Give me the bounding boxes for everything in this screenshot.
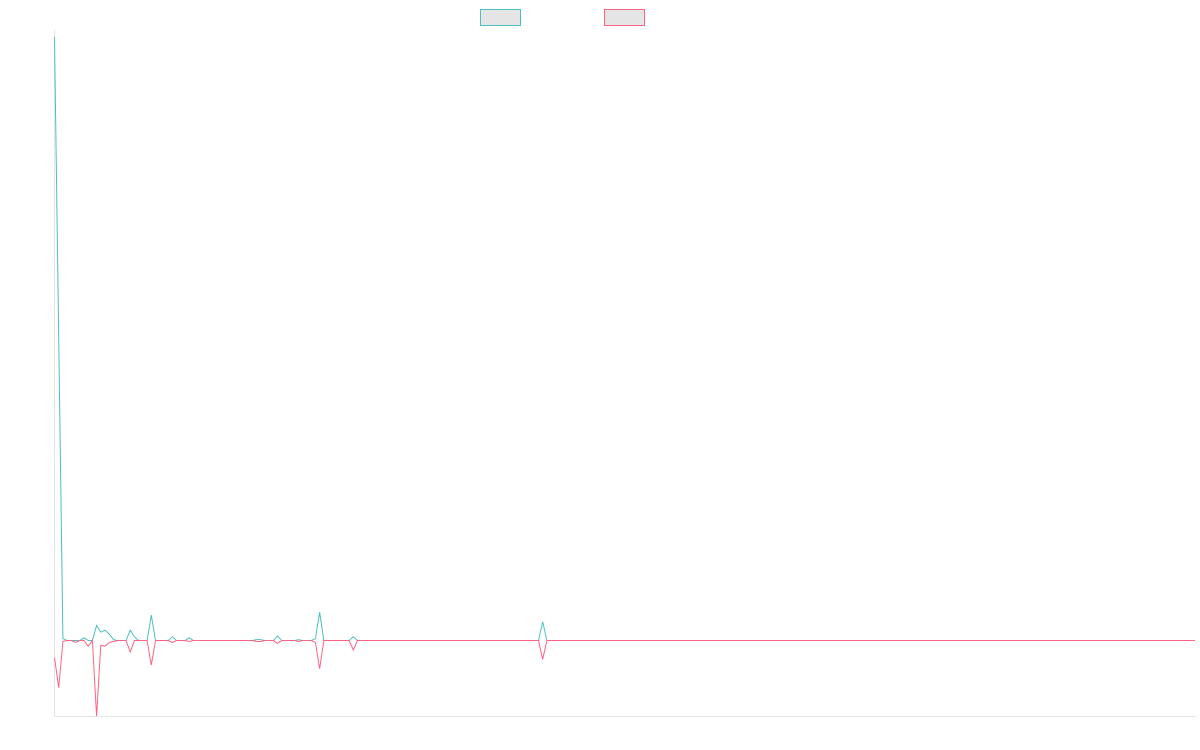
axes	[54, 30, 1196, 717]
legend-swatch-series-2[interactable]	[604, 9, 645, 26]
legend	[480, 9, 645, 26]
series-line-1[interactable]	[54, 36, 1196, 642]
series-layer	[54, 36, 1196, 717]
series-line-2[interactable]	[54, 639, 1196, 717]
legend-swatch-series-1[interactable]	[480, 9, 521, 26]
